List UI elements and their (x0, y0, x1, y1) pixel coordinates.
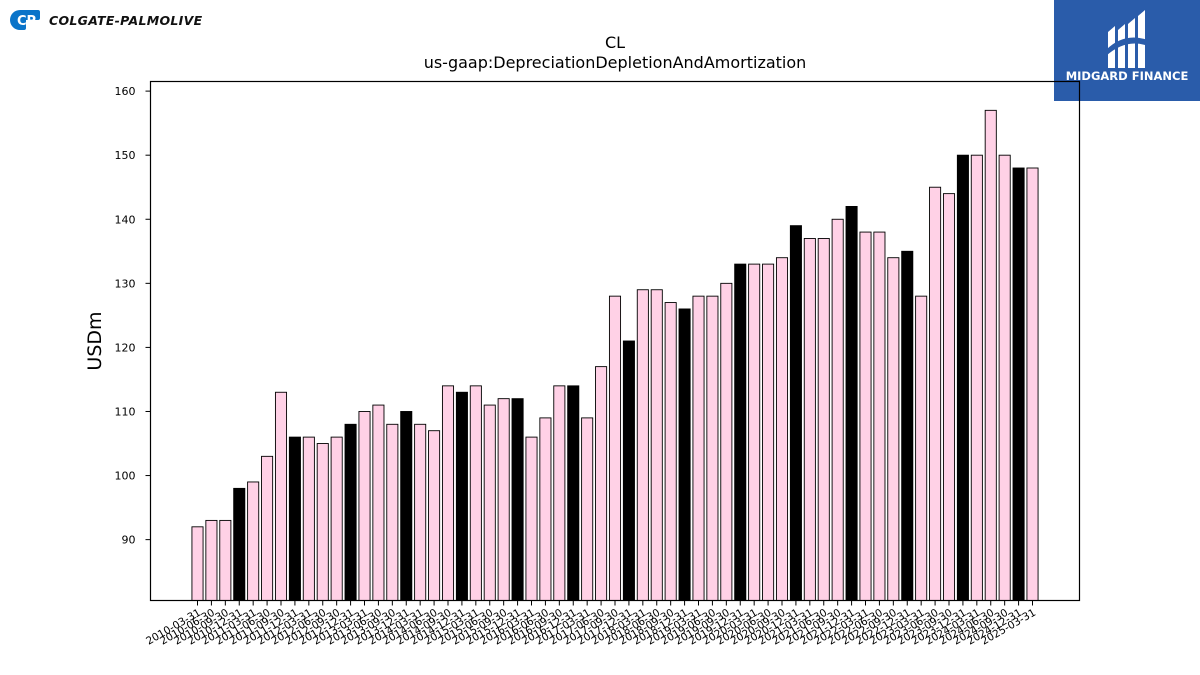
y-tick-label: 120 (115, 341, 136, 354)
bar (358, 411, 371, 601)
bar (706, 295, 719, 601)
bar (205, 519, 218, 601)
bar (302, 436, 315, 601)
y-tick-label: 150 (115, 149, 136, 162)
svg-text:CP: CP (17, 14, 36, 29)
bar (1012, 167, 1025, 601)
midgard-finance-logo: MIDGARD FINANCE (1054, 0, 1200, 101)
bar (483, 404, 496, 601)
bar (1026, 167, 1039, 601)
bar (789, 225, 802, 601)
midgard-logo-icon (1106, 10, 1148, 68)
bar (915, 295, 928, 601)
bar (372, 404, 385, 601)
bar (497, 398, 510, 601)
bar (748, 263, 761, 601)
bar (734, 263, 747, 601)
bar (622, 340, 635, 601)
bar (441, 385, 455, 601)
bar (956, 154, 969, 601)
bar (887, 257, 900, 601)
bar (567, 385, 580, 601)
y-tick-label: 140 (115, 213, 136, 226)
finance-name: MIDGARD FINANCE (1065, 69, 1189, 83)
bar (929, 186, 942, 601)
chart-subtitle: us-gaap:DepreciationDepletionAndAmortiza… (424, 53, 807, 72)
bar (511, 398, 524, 601)
bar (595, 366, 608, 601)
bar (762, 263, 775, 601)
bar (219, 519, 232, 601)
bar (942, 193, 956, 601)
bar (274, 391, 288, 601)
bar (316, 443, 329, 601)
plot-frame (149, 80, 1081, 602)
bar (873, 231, 886, 601)
y-tick-label: 90 (122, 534, 136, 547)
bar (859, 231, 872, 601)
bar (692, 295, 705, 601)
bar (803, 238, 816, 601)
y-tick-label: 100 (115, 470, 136, 483)
bar (636, 289, 649, 601)
bar (817, 238, 830, 601)
bar (233, 487, 246, 601)
y-tick-label: 110 (115, 405, 136, 418)
bar (539, 417, 552, 601)
bar (344, 423, 357, 601)
bar (525, 436, 538, 601)
y-tick-label: 160 (115, 85, 136, 98)
colgate-palmolive-logo: CP COLGATE-PALMOLIVE (6, 6, 202, 34)
bar (831, 218, 844, 601)
bar (720, 282, 733, 601)
bar (901, 250, 914, 601)
bar (998, 154, 1011, 601)
plot-area: 901001101201301401501602010-03-312010-06… (115, 85, 1039, 648)
bar (650, 289, 663, 601)
bar (288, 436, 301, 601)
bar (608, 295, 622, 601)
bar (581, 417, 594, 601)
bar (845, 205, 858, 601)
bar (400, 411, 413, 601)
bar (261, 455, 274, 601)
bar (414, 423, 427, 601)
bar (775, 257, 789, 601)
bar (970, 154, 983, 601)
y-axis-label: USDm (84, 311, 106, 370)
bar (330, 436, 343, 601)
bar (469, 385, 482, 601)
bar (191, 526, 204, 601)
bar (428, 430, 441, 601)
bar (984, 109, 997, 601)
bar (247, 481, 260, 601)
y-tick-label: 130 (115, 277, 136, 290)
chart-title: CL (605, 33, 625, 52)
colgate-logo-icon: CP (10, 10, 40, 30)
bar (455, 391, 468, 601)
bar (553, 385, 566, 601)
bar (678, 308, 691, 601)
bar (664, 302, 677, 601)
company-name: COLGATE-PALMOLIVE (49, 12, 203, 28)
bar (386, 423, 399, 601)
